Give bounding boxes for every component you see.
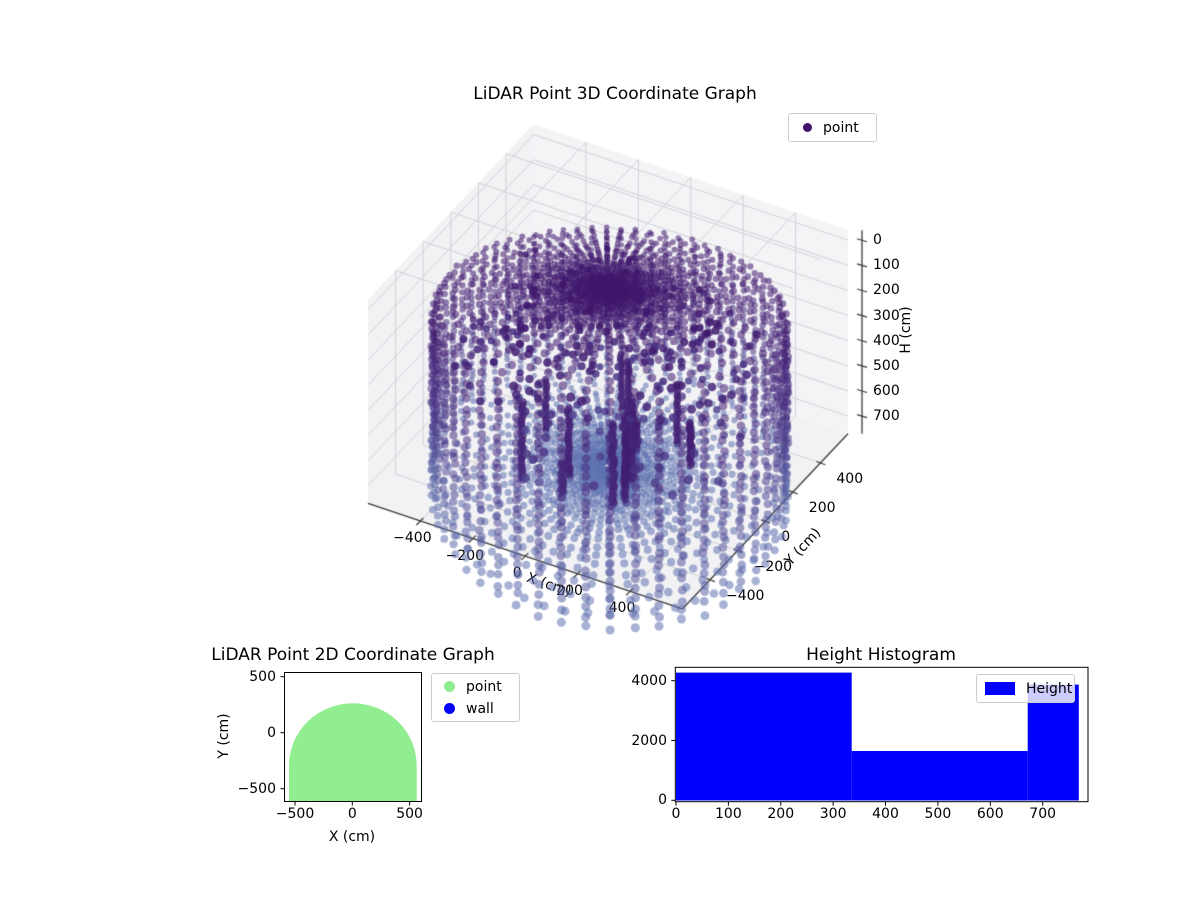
2d-legend-entry-point: point	[432, 676, 519, 698]
2d-legend-label-wall: wall	[466, 700, 494, 717]
histogram-bar	[1027, 684, 1079, 801]
2d-legend-entry-wall: wall	[432, 698, 519, 720]
2d-axes-frame	[284, 672, 422, 802]
histogram-bar	[676, 672, 852, 801]
histogram-bar	[851, 751, 1028, 801]
histogram-legend-label: Height	[1026, 680, 1073, 697]
histogram-legend: Height	[976, 674, 1075, 703]
point-marker-icon	[444, 681, 455, 692]
2d-legend: point wall	[431, 673, 520, 722]
3d-legend: point	[788, 113, 877, 142]
3d-legend-entry-point: point	[789, 117, 876, 139]
height-patch-icon	[985, 682, 1015, 695]
point-marker-icon	[803, 123, 812, 132]
2d-point-region	[289, 703, 417, 801]
histogram-legend-entry: Height	[977, 678, 1074, 700]
2d-legend-label-point: point	[466, 678, 502, 695]
3d-legend-label: point	[823, 119, 859, 136]
wall-marker-icon	[444, 703, 455, 714]
histogram-axes-frame	[674, 666, 1089, 803]
